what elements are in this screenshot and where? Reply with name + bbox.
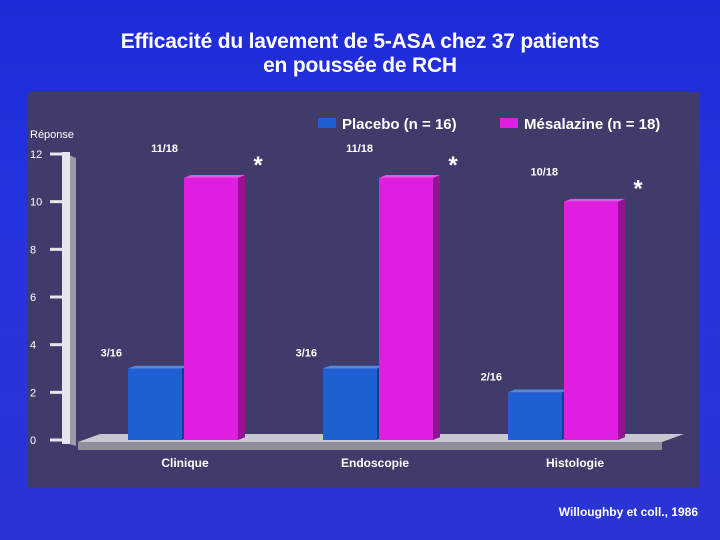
bar-top <box>564 198 625 202</box>
y-tick-mark <box>50 438 68 442</box>
bar-side <box>433 175 440 440</box>
bar-value-label: 11/18 <box>346 143 373 155</box>
bar-placebo <box>128 368 182 440</box>
y-tick-label: 12 <box>30 149 42 161</box>
x-tick-label: Endoscopie <box>341 456 409 470</box>
title-line-2: en poussée de RCH <box>263 54 457 77</box>
bar-mesalazine <box>379 177 433 440</box>
legend-label: Placebo (n = 16) <box>342 116 457 133</box>
bar-top <box>128 365 189 369</box>
bar-value-label: 3/16 <box>296 348 317 360</box>
chart-panel: Réponse 0 2 4 6 8 10 12 3/16 11/18 * Clinique 3/16 11… <box>28 92 700 488</box>
y-tick-label: 2 <box>30 387 36 399</box>
chart-floor-edge <box>78 442 662 450</box>
legend-label: Mésalazine (n = 18) <box>524 116 660 133</box>
y-tick-mark <box>50 295 68 299</box>
bar-placebo <box>508 392 562 440</box>
bar-value-label: 3/16 <box>101 348 122 360</box>
x-tick-label: Clinique <box>161 456 209 470</box>
bar-value-label: 11/18 <box>151 143 178 155</box>
bar-side <box>618 198 625 440</box>
y-tick-mark <box>50 152 68 156</box>
y-tick-mark <box>50 247 68 251</box>
significance-star: * <box>253 152 263 179</box>
citation: Willoughby et coll., 1986 <box>558 505 698 519</box>
x-tick-label: Histologie <box>546 456 604 470</box>
title-line-1: Efficacité du lavement de 5-ASA chez 37 … <box>120 30 600 53</box>
bar-top <box>184 175 245 178</box>
slide-title: Efficacité du lavement de 5-ASA chez 37 … <box>0 30 720 78</box>
y-tick-label: 10 <box>30 197 42 209</box>
bar-value-label: 2/16 <box>481 371 502 383</box>
y-tick-mark <box>50 200 68 204</box>
legend-swatch <box>318 118 336 128</box>
significance-star: * <box>448 152 458 179</box>
bar-top <box>508 389 569 393</box>
bar-mesalazine <box>564 201 618 440</box>
significance-star: * <box>633 176 643 203</box>
bar-side <box>238 175 245 440</box>
bar-placebo <box>323 368 377 440</box>
bar-mesalazine <box>184 177 238 440</box>
y-tick-mark <box>50 390 68 394</box>
y-tick-label: 8 <box>30 244 36 256</box>
bar-value-label: 10/18 <box>530 167 558 179</box>
bar-chart: Réponse 0 2 4 6 8 10 12 3/16 11/18 * Clinique 3/16 11… <box>30 116 684 470</box>
legend-swatch <box>500 118 518 128</box>
y-tick-label: 0 <box>30 435 36 447</box>
y-axis-label: Réponse <box>30 129 74 141</box>
bar-top <box>379 175 440 178</box>
bar-top <box>323 365 384 369</box>
y-tick-mark <box>50 343 68 347</box>
y-tick-label: 4 <box>30 340 36 352</box>
y-tick-label: 6 <box>30 292 36 304</box>
